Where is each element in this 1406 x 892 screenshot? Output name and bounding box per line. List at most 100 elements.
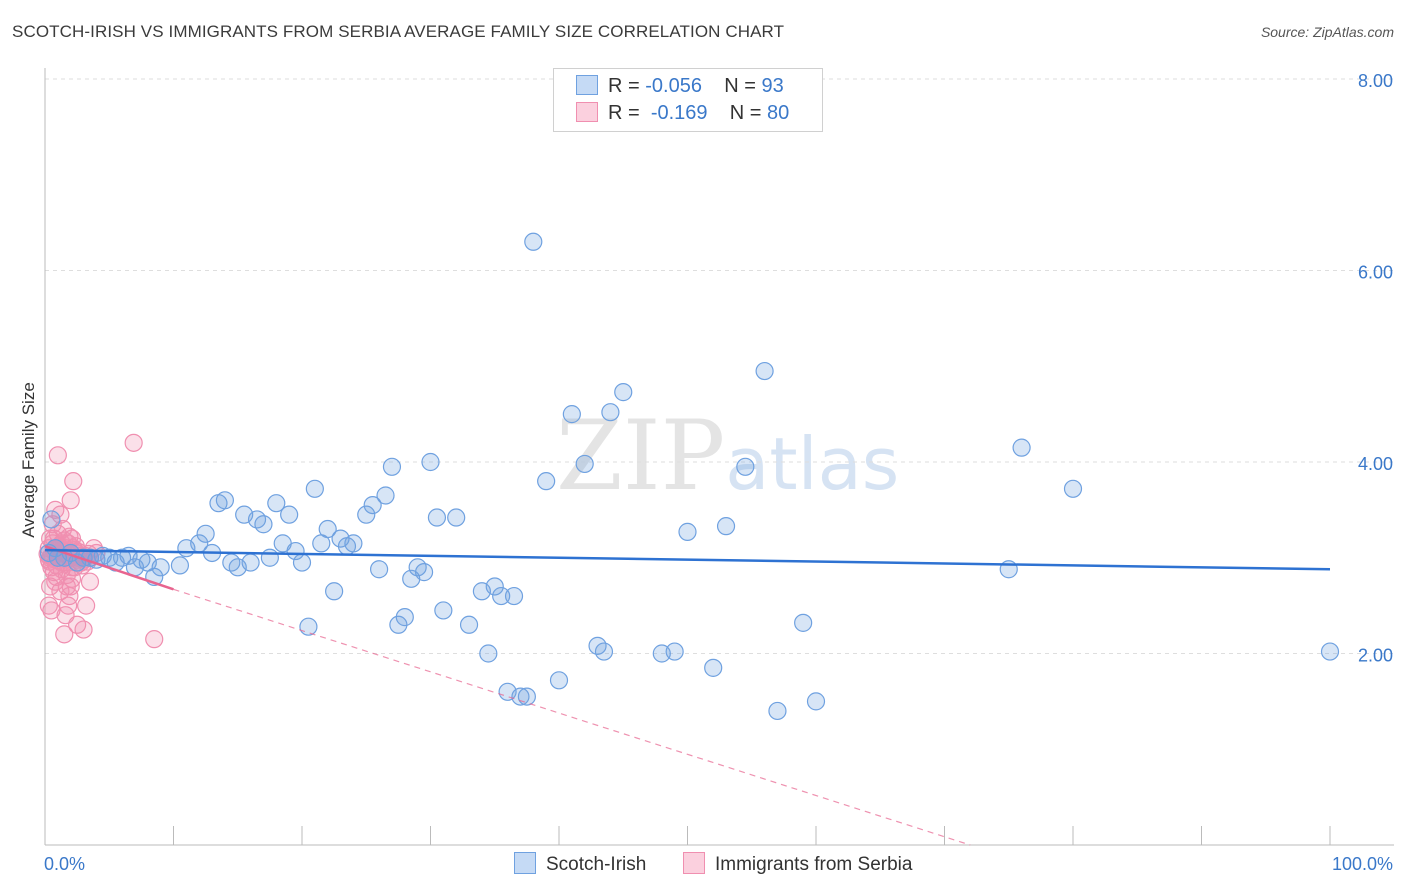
serbia-point: [60, 527, 79, 546]
scotch-irish-point: [614, 383, 633, 402]
scotch-irish-point: [1063, 479, 1083, 498]
legend-row-serbia: R = -0.169 N = 80: [576, 102, 789, 124]
blue-swatch: [514, 852, 536, 874]
serbia-point: [64, 472, 83, 491]
scotch-irish-point: [716, 517, 736, 536]
scotch-irish-point: [112, 548, 132, 567]
scotch-irish-point: [286, 541, 305, 561]
scotch-irish-point: [344, 534, 363, 553]
serbia-point: [77, 596, 96, 615]
serbia-point: [55, 625, 74, 644]
y-tick-label: 2.00: [1358, 646, 1393, 666]
scotch-irish-point: [305, 479, 324, 498]
scotch-irish-point: [357, 505, 376, 524]
scotch-irish-point: [511, 687, 530, 706]
scotch-irish-point: [1012, 438, 1031, 457]
scotch-irish-point: [241, 553, 260, 572]
scotch-irish-point: [363, 495, 382, 515]
scotch-irish-point: [395, 608, 414, 627]
legend-row-scotch-irish: R = -0.056 N = 93: [576, 75, 784, 97]
scotch-irish-point: [492, 586, 511, 606]
serbia-point: [124, 433, 143, 452]
source-credit: Source: ZipAtlas.com: [1260, 24, 1394, 40]
scotch-irish-point: [736, 457, 755, 476]
scotch-irish-point: [267, 494, 286, 513]
y-tick-label: 6.00: [1358, 263, 1393, 283]
scotch-irish-point: [42, 510, 61, 529]
bottom-legend-scotch-irish: Scotch-Irish: [514, 852, 646, 876]
scotch-irish-point: [447, 508, 466, 527]
scotch-irish-point: [768, 701, 787, 721]
y-axis-title: Average Family Size: [19, 382, 38, 538]
y-tick-label: 4.00: [1358, 454, 1393, 474]
scotch-irish-point: [318, 519, 337, 539]
bottom-legend-label: Immigrants from Serbia: [715, 854, 913, 875]
scotch-irish-point: [170, 556, 190, 575]
scotch-irish-point: [215, 491, 234, 510]
serbia-point: [42, 601, 61, 620]
scotch-irish-point: [196, 524, 215, 543]
legend-r-value: -0.169: [650, 102, 708, 124]
serbia-point: [51, 582, 70, 601]
scotch-irish-points: [39, 232, 1340, 721]
scotch-irish-point: [292, 553, 312, 572]
scotch-irish-point: [678, 522, 697, 541]
scotch-irish-point: [459, 615, 479, 634]
axis-labels: 2.00 4.00 6.00 8.00 0.0% 100.0% Average Family…: [19, 71, 1393, 874]
scotch-irish-point: [806, 692, 826, 711]
correlation-legend: R = -0.056 N = 93 R = -0.169 N = 80: [553, 68, 823, 132]
trend-lines: [44, 545, 1331, 846]
serbia-trend-extension: [173, 588, 971, 846]
serbia-point: [74, 620, 93, 639]
legend-r-value: -0.056: [645, 75, 702, 97]
serbia-point: [39, 596, 58, 615]
scotch-irish-point: [594, 642, 614, 661]
bottom-legend-serbia: Immigrants from Serbia: [683, 852, 912, 876]
bottom-legend-label: Scotch-Irish: [546, 854, 647, 875]
scotch-irish-trend-line: [44, 548, 1331, 571]
scotch-irish-point: [254, 515, 273, 534]
serbia-point: [48, 446, 67, 465]
serbia-point: [80, 572, 100, 591]
scotch-irish-point: [479, 644, 498, 663]
serbia-point: [61, 577, 80, 596]
chart-title: SCOTCH-IRISH VS IMMIGRANTS FROM SERBIA A…: [12, 22, 785, 41]
scotch-irish-point: [376, 486, 395, 505]
serbia-point: [56, 606, 75, 625]
serbia-point: [51, 505, 70, 524]
watermark-atlas: atlas: [725, 422, 900, 506]
legend-r-label: R =: [608, 102, 640, 124]
legend-n-label: N =: [724, 75, 756, 97]
scotch-irish-point: [1320, 642, 1340, 661]
scotch-irish-point: [427, 508, 447, 527]
serbia-point: [145, 630, 164, 649]
legend-n-value: 93: [761, 75, 784, 97]
blue-swatch: [576, 75, 598, 95]
scotch-irish-point: [517, 687, 536, 706]
scotch-irish-point: [575, 454, 594, 474]
scotch-irish-point: [755, 361, 774, 381]
serbia-point: [60, 586, 79, 606]
scotch-irish-point: [601, 403, 620, 422]
scotch-irish-point: [434, 601, 453, 620]
serbia-trend-line: [44, 545, 174, 591]
pink-swatch: [683, 852, 705, 874]
scotch-irish-point: [704, 658, 723, 677]
axes: [44, 68, 1394, 846]
legend-n-value: 80: [767, 102, 790, 124]
scotch-irish-point: [504, 586, 524, 606]
scotch-irish-point: [370, 560, 389, 579]
scotch-irish-point: [562, 405, 581, 424]
scotch-irish-point: [325, 582, 344, 601]
legend-n-label: N =: [729, 102, 762, 124]
scotch-irish-point: [537, 472, 556, 491]
scotch-irish-point: [524, 232, 543, 251]
scotch-irish-point: [414, 563, 434, 582]
legend-r-label: R =: [608, 75, 640, 97]
scotch-irish-point: [421, 452, 440, 472]
scotch-irish-point: [665, 642, 684, 661]
scotch-irish-point: [485, 577, 504, 596]
x-tick-label: 0.0%: [44, 854, 85, 874]
scotch-irish-point: [280, 505, 299, 524]
x-tick-label: 100.0%: [1332, 854, 1393, 874]
